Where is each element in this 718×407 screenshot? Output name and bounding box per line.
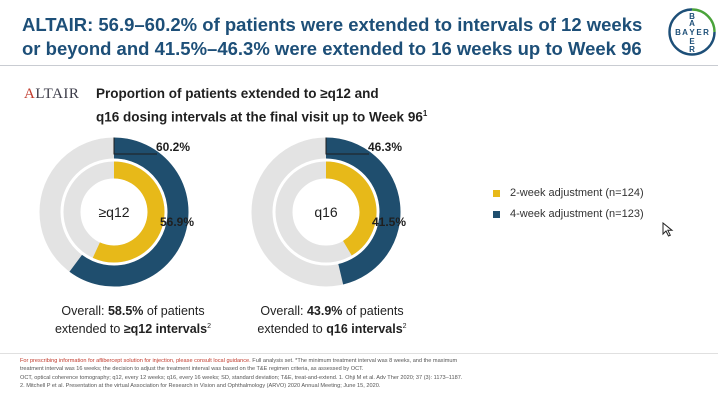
- overall-prefix: Overall:: [61, 304, 105, 318]
- svg-text:A: A: [682, 28, 688, 37]
- q12-donut-chart: 60.2% 56.9% ≥q12: [34, 132, 284, 292]
- svg-text:Y: Y: [689, 28, 695, 37]
- legend-label: 4-week adjustment (n=123): [510, 208, 644, 220]
- svg-text:R: R: [703, 28, 709, 37]
- q16-4-week-arc: [325, 137, 401, 285]
- overall-suffix: of patients: [345, 304, 404, 318]
- slide-headline: ALTAIR: 56.9–60.2% of patients were exte…: [22, 13, 652, 61]
- overall-suffix: of patients: [146, 304, 205, 318]
- legend-item-2-week: 2-week adjustment (n=124): [493, 183, 644, 203]
- q16-donut-svg: 46.3% 41.5% q16: [251, 137, 406, 287]
- overall-value: 58.5%: [107, 304, 144, 318]
- legend-swatch-4-week: [493, 210, 500, 218]
- q12-4-week-arc: [69, 137, 189, 287]
- header-divider: [0, 65, 718, 66]
- q16-overall-caption: Overall: 43.9% of patients extended to q…: [222, 303, 442, 337]
- q12-overall-caption: Overall: 58.5% of patients extended to ≥…: [23, 303, 243, 337]
- svg-text:B: B: [689, 12, 695, 21]
- mouse-cursor-icon: [662, 221, 674, 243]
- footnote-line: Full analysis set. *The minimum treatmen…: [252, 358, 458, 364]
- footnote-divider: [0, 353, 718, 354]
- q16-2-week-value-label: 41.5%: [372, 215, 406, 229]
- footnote-mark: 2: [207, 323, 212, 330]
- q16-4-week-value-label: 46.3%: [368, 140, 402, 154]
- headline-line-2: or beyond and 41.5%–46.3% were extended …: [22, 38, 642, 59]
- q12-4-week-leader-line: [113, 137, 157, 155]
- q16-donut-chart: 46.3% 41.5% q16: [246, 132, 496, 292]
- headline-line-1: ALTAIR: 56.9–60.2% of patients were exte…: [22, 14, 643, 35]
- footnotes: For prescribing information for afliberc…: [20, 357, 700, 390]
- overall-line2-prefix: extended to: [54, 322, 121, 337]
- chart-subtitle-line-1: Proportion of patients extended to ≥q12 …: [96, 86, 379, 101]
- svg-text:R: R: [689, 45, 695, 54]
- overall-line2-bold: ≥q12 intervals: [123, 322, 208, 337]
- overall-line2-bold: q16 intervals: [326, 322, 403, 337]
- q12-center-label: ≥q12: [98, 204, 129, 220]
- q16-4-week-leader-line: [325, 137, 369, 155]
- chart-subtitle-line-2: q16 dosing intervals at the final visit …: [96, 109, 423, 125]
- footnote-line: OCT, optical coherence tomography; q12, …: [20, 374, 463, 381]
- q12-donut-svg: 60.2% 56.9% ≥q12: [39, 137, 194, 287]
- legend-swatch-2-week: [493, 189, 500, 197]
- q12-2-week-value-label: 56.9%: [160, 215, 194, 229]
- legend: 2-week adjustment (n=124) 4-week adjustm…: [493, 183, 644, 225]
- q16-2-week-arc: [325, 161, 377, 256]
- footnote-line: 2. Mitchell P et al. Presentation at the…: [20, 382, 381, 389]
- footnote-mark: 1: [422, 109, 428, 118]
- svg-text:A: A: [689, 19, 695, 28]
- overall-line2-prefix: extended to: [257, 322, 323, 337]
- prescribing-info-note: For prescribing information for afliberc…: [20, 358, 251, 364]
- legend-item-4-week: 4-week adjustment (n=123): [493, 204, 644, 224]
- q12-4-week-value-label: 60.2%: [156, 140, 190, 154]
- overall-prefix: Overall:: [260, 304, 304, 318]
- svg-text:B: B: [675, 28, 681, 37]
- q16-center-label: q16: [314, 204, 338, 220]
- q12-2-week-arc: [92, 161, 165, 263]
- svg-text:E: E: [689, 37, 695, 46]
- footnote-line: treatment interval was 16 weeks; the dec…: [20, 366, 364, 373]
- altair-study-logo: ALTAIR: [24, 86, 80, 102]
- chart-subtitle: Proportion of patients extended to ≥q12 …: [96, 84, 516, 128]
- footnote-mark: 2: [402, 323, 407, 330]
- overall-value: 43.9%: [306, 304, 343, 318]
- bayer-logo: B A B A Y E R E R: [668, 8, 716, 56]
- svg-text:E: E: [696, 28, 702, 37]
- legend-label: 2-week adjustment (n=124): [510, 187, 644, 199]
